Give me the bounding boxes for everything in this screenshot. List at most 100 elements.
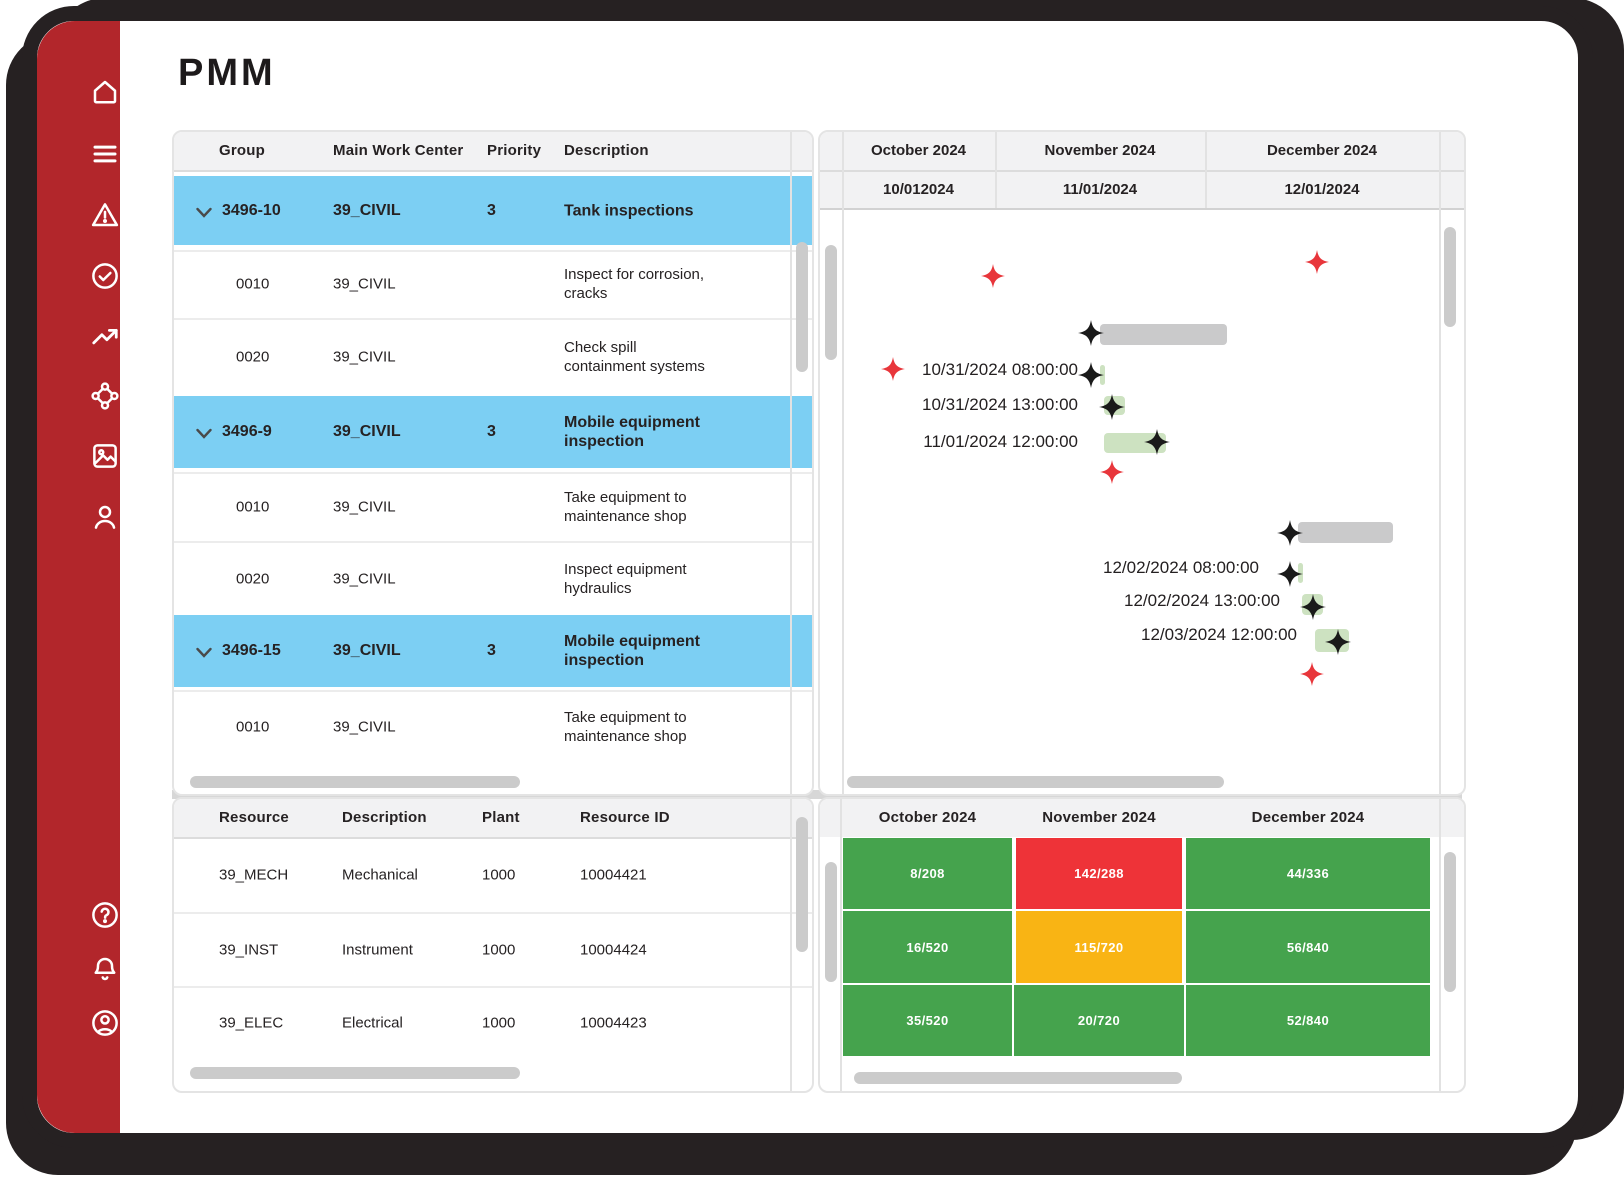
cell-work-center: 39_CIVIL [333, 423, 401, 440]
sidebar [37, 21, 120, 1133]
capacity-value: 8/208 [910, 866, 945, 881]
horizontal-scrollbar[interactable] [847, 776, 1224, 788]
table-row[interactable]: 0010 39_CIVIL Take equipment to maintena… [174, 472, 812, 539]
cell-resource-id: 10004424 [580, 941, 647, 959]
cell-priority: 3 [487, 423, 496, 440]
column-header-priority: Priority [487, 142, 542, 159]
column-header-description: Description [342, 809, 427, 826]
home-icon[interactable] [90, 77, 120, 107]
month-header: October 2024 [878, 809, 977, 826]
capacity-cell[interactable]: 35/520 [843, 985, 1012, 1056]
milestone-red-icon[interactable] [1305, 250, 1329, 274]
milestone-red-icon[interactable] [1100, 460, 1124, 484]
vertical-scrollbar[interactable] [1444, 852, 1456, 992]
vertical-scrollbar[interactable] [1444, 227, 1456, 327]
menu-icon[interactable] [90, 139, 120, 169]
capacity-value: 20/720 [1077, 1013, 1121, 1028]
chevron-down-icon[interactable] [196, 205, 212, 218]
check-circle-icon[interactable] [90, 261, 120, 291]
chevron-down-icon[interactable] [196, 427, 212, 439]
capacity-cell[interactable]: 142/288 [1016, 838, 1182, 909]
milestone-black-icon[interactable] [1099, 394, 1125, 420]
cell-description: Inspect equipment hydraulics [564, 560, 687, 597]
milestone-label: 12/02/2024 13:00:00 [1124, 591, 1280, 610]
capacity-value: 35/520 [906, 1013, 949, 1028]
horizontal-scrollbar[interactable] [190, 1067, 520, 1079]
table-row[interactable]: 39_ELEC Electrical 1000 10004423 [174, 986, 812, 1057]
milestone-label: 10/31/2024 13:00:00 [922, 395, 1078, 414]
capacity-value: 142/288 [1074, 866, 1124, 881]
cell-description: Inspect for corrosion, cracks [564, 266, 705, 302]
user-circle-icon[interactable] [90, 1008, 120, 1038]
gantt-bar-planned[interactable] [1298, 522, 1393, 543]
table-row[interactable]: 0010 39_CIVIL Take equipment to maintena… [174, 690, 812, 762]
capacity-cell[interactable]: 8/208 [843, 838, 1012, 909]
cell-resource: 39_INST [219, 941, 279, 959]
milestone-black-icon[interactable] [1325, 629, 1351, 655]
capacity-cell[interactable]: 20/720 [1014, 985, 1184, 1056]
table-row[interactable]: 0020 39_CIVIL Inspect equipment hydrauli… [174, 541, 812, 614]
milestone-red-icon[interactable] [981, 264, 1005, 288]
table-row[interactable]: 39_MECH Mechanical 1000 10004421 [174, 839, 812, 910]
milestone-black-icon[interactable] [1078, 362, 1104, 388]
cell-work-center: 39_CIVIL [333, 498, 396, 515]
milestone-black-icon[interactable] [1300, 594, 1326, 620]
gantt-bar-short[interactable] [1298, 563, 1303, 583]
date-header: 11/01/2024 [1062, 181, 1138, 198]
alert-triangle-icon[interactable] [90, 200, 120, 230]
gantt-bar-planned[interactable] [1100, 324, 1227, 345]
table-row[interactable]: 0020 39_CIVIL Check spill containment sy… [174, 318, 812, 394]
table-row-group[interactable]: 3496-15 39_CIVIL 3 Mobile equipment insp… [174, 615, 812, 687]
resources-header: Resource Description Plant Resource ID [174, 799, 812, 839]
column-header-resource: Resource [219, 809, 289, 826]
milestone-red-icon[interactable] [881, 357, 905, 381]
capacity-value: 16/520 [906, 939, 949, 955]
vertical-scrollbar-left[interactable] [825, 245, 837, 360]
horizontal-scrollbar[interactable] [190, 776, 520, 788]
network-icon[interactable] [90, 381, 120, 411]
milestone-red-icon[interactable] [1300, 662, 1324, 686]
trending-up-icon[interactable] [90, 321, 120, 351]
gantt-date-header: 10/012024 11/01/2024 12/01/2024 [820, 172, 1464, 210]
vertical-scrollbar[interactable] [796, 817, 808, 952]
gantt-month-header: October 2024 November 2024 December 2024 [820, 132, 1464, 172]
capacity-cell[interactable]: 56/840 [1186, 911, 1430, 983]
cell-work-center: 39_CIVIL [333, 642, 401, 659]
milestone-black-icon[interactable] [1144, 429, 1170, 455]
user-icon[interactable] [90, 502, 120, 532]
help-circle-icon[interactable] [90, 900, 120, 930]
gantt-bar[interactable] [1104, 433, 1166, 453]
scrollbar-track-divider [790, 799, 792, 1091]
vertical-scrollbar-left[interactable] [825, 862, 837, 982]
chevron-down-icon[interactable] [196, 646, 212, 658]
milestone-black-icon[interactable] [1078, 320, 1104, 346]
month-header: October 2024 [870, 142, 967, 159]
image-icon[interactable] [90, 441, 120, 471]
cell-priority: 3 [487, 642, 496, 659]
milestone-label: 12/03/2024 12:00:00 [1141, 625, 1297, 644]
cell-group: 3496-15 [222, 642, 281, 659]
capacity-cell[interactable]: 44/336 [1186, 838, 1430, 909]
cell-work-center: 39_CIVIL [333, 201, 401, 219]
capacity-cell[interactable]: 115/720 [1016, 911, 1182, 983]
cell-operation: 0010 [236, 275, 270, 293]
work-orders-header: Group Main Work Center Priority Descript… [174, 132, 812, 172]
work-orders-panel: Group Main Work Center Priority Descript… [172, 130, 814, 796]
cell-group: 3496-10 [222, 201, 281, 219]
table-row-group[interactable]: 3496-10 39_CIVIL 3 Tank inspections [174, 176, 812, 245]
cell-plant: 1000 [482, 866, 516, 883]
capacity-value: 56/840 [1286, 939, 1330, 955]
table-row[interactable]: 39_INST Instrument 1000 10004424 [174, 912, 812, 986]
capacity-cell[interactable]: 16/520 [843, 911, 1012, 983]
milestone-black-icon[interactable] [1277, 561, 1303, 587]
scrollbar-track-divider [840, 799, 842, 1091]
resources-panel: Resource Description Plant Resource ID 3… [172, 797, 814, 1093]
table-row[interactable]: 0010 39_CIVIL Inspect for corrosion, cra… [174, 250, 812, 316]
cell-work-center: 39_CIVIL [333, 275, 396, 293]
bell-icon[interactable] [90, 954, 120, 984]
capacity-cell[interactable]: 52/840 [1186, 985, 1430, 1056]
vertical-scrollbar[interactable] [796, 242, 808, 372]
milestone-black-icon[interactable] [1277, 520, 1303, 546]
table-row-group[interactable]: 3496-9 39_CIVIL 3 Mobile equipment inspe… [174, 396, 812, 468]
horizontal-scrollbar[interactable] [854, 1072, 1182, 1084]
